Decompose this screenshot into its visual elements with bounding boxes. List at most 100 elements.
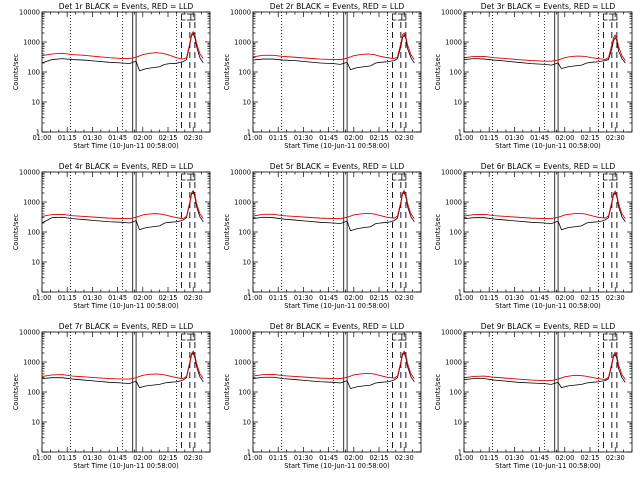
series-events-line xyxy=(253,191,415,232)
y-axis-label: Counts/sec xyxy=(223,213,231,250)
x-tick-label: 01:15 xyxy=(58,134,77,142)
x-tick-label: 02:00 xyxy=(344,294,363,302)
x-tick-label: 02:15 xyxy=(158,294,177,302)
panel-det-8: Det 8r BLACK = Events, RED = LLD 1 10 100 10… xyxy=(223,322,422,470)
x-tick-label: 02:00 xyxy=(555,134,574,142)
x-tick-label: 01:00 xyxy=(32,454,51,462)
y-tick-label: 10000 xyxy=(230,8,251,16)
x-tick-label: 01:30 xyxy=(83,454,102,462)
x-tick-label: 02:15 xyxy=(158,454,177,462)
panel-title: Det 8r BLACK = Events, RED = LLD xyxy=(270,322,405,331)
y-tick-label: 100 xyxy=(449,228,462,236)
panel-det-5: Det 5r BLACK = Events, RED = LLD 1 10 100 10… xyxy=(223,162,422,310)
y-tick-label: 100 xyxy=(27,388,40,396)
series-group xyxy=(464,34,626,70)
y-axis-label: Counts/sec xyxy=(223,53,231,90)
y-tick-label: 10 xyxy=(454,98,462,106)
x-tick-label: 02:00 xyxy=(133,454,152,462)
y-tick-label: 10 xyxy=(32,258,40,266)
x-tick-label: 01:15 xyxy=(269,294,288,302)
y-tick-label: 1000 xyxy=(445,198,462,206)
series-events-line xyxy=(42,32,204,72)
series-group xyxy=(253,350,415,390)
x-tick-label: 01:15 xyxy=(480,454,499,462)
y-tick-label: 1 xyxy=(247,128,251,136)
series-lld-line xyxy=(464,34,626,62)
y-tick-label: 10 xyxy=(454,418,462,426)
x-tick-label: 01:45 xyxy=(319,454,338,462)
x-tick-label: 02:15 xyxy=(369,294,388,302)
x-tick-label: 01:15 xyxy=(58,294,77,302)
y-tick-label: 10000 xyxy=(441,8,462,16)
x-tick-label: 01:45 xyxy=(530,134,549,142)
series-lld-line xyxy=(42,30,204,60)
x-axis-label: Start Time (10-Jun-11 00:58:00) xyxy=(284,302,390,310)
y-tick-label: 1 xyxy=(247,448,251,456)
x-tick-label: 01:00 xyxy=(454,454,473,462)
y-tick-label: 100 xyxy=(27,68,40,76)
x-tick-label: 01:30 xyxy=(83,134,102,142)
y-tick-label: 100 xyxy=(449,68,462,76)
x-tick-label: 02:00 xyxy=(555,454,574,462)
x-tick-label: 02:30 xyxy=(606,134,625,142)
y-tick-label: 1 xyxy=(458,448,462,456)
y-tick-label: 10 xyxy=(243,418,251,426)
series-events-line xyxy=(464,192,626,231)
x-tick-label: 02:30 xyxy=(606,294,625,302)
x-tick-label: 01:00 xyxy=(454,294,473,302)
y-tick-label: 10 xyxy=(243,98,251,106)
flag-bracket-middle xyxy=(397,13,403,21)
x-tick-label: 02:30 xyxy=(395,294,414,302)
flag-bracket-left xyxy=(392,13,397,21)
time-markers xyxy=(492,12,618,132)
x-tick-label: 01:00 xyxy=(32,134,51,142)
x-tick-label: 02:30 xyxy=(184,134,203,142)
y-tick-label: 1000 xyxy=(445,38,462,46)
flag-bracket-left xyxy=(181,173,186,181)
x-tick-label: 01:45 xyxy=(530,294,549,302)
x-tick-label: 01:00 xyxy=(243,454,262,462)
y-tick-label: 10 xyxy=(32,418,40,426)
x-tick-label: 02:00 xyxy=(344,454,363,462)
x-tick-label: 01:30 xyxy=(83,294,102,302)
time-markers xyxy=(492,172,618,292)
y-tick-label: 1000 xyxy=(234,358,251,366)
y-tick-label: 1000 xyxy=(23,38,40,46)
series-events-line xyxy=(42,352,204,389)
flag-bracket-middle xyxy=(608,173,614,181)
x-tick-label: 01:45 xyxy=(319,294,338,302)
panel-det-2: Det 2r BLACK = Events, RED = LLD 1 10 100 10… xyxy=(223,2,422,150)
y-tick-label: 1000 xyxy=(234,198,251,206)
y-tick-label: 100 xyxy=(27,228,40,236)
time-markers xyxy=(492,332,618,452)
flag-bracket-left xyxy=(392,173,397,181)
y-tick-label: 1000 xyxy=(23,358,40,366)
panel-det-1: Det 1r BLACK = Events, RED = LLD 1 10 100 10… xyxy=(12,2,211,150)
x-tick-label: 01:15 xyxy=(480,134,499,142)
x-tick-label: 02:00 xyxy=(344,134,363,142)
x-tick-label: 01:45 xyxy=(108,454,127,462)
flag-bracket-left xyxy=(392,333,397,341)
x-tick-label: 02:15 xyxy=(580,134,599,142)
y-axis-label: Counts/sec xyxy=(12,213,20,250)
panel-title: Det 4r BLACK = Events, RED = LLD xyxy=(59,162,194,171)
y-axis-label: Counts/sec xyxy=(434,213,442,250)
x-tick-label: 02:00 xyxy=(133,294,152,302)
x-tick-label: 02:15 xyxy=(369,454,388,462)
flag-bracket-middle xyxy=(186,173,192,181)
flag-bracket-middle xyxy=(397,173,403,181)
x-tick-label: 01:00 xyxy=(243,294,262,302)
y-tick-label: 1000 xyxy=(23,198,40,206)
x-tick-label: 01:00 xyxy=(32,294,51,302)
x-tick-label: 02:15 xyxy=(580,294,599,302)
y-tick-label: 100 xyxy=(238,228,251,236)
series-lld-line xyxy=(253,189,415,220)
series-lld-line xyxy=(42,350,204,380)
series-group xyxy=(253,32,415,71)
x-tick-label: 01:15 xyxy=(480,294,499,302)
panel-title: Det 7r BLACK = Events, RED = LLD xyxy=(59,322,194,331)
series-group xyxy=(42,189,204,231)
flag-bracket-left xyxy=(181,333,186,341)
panels-grid: Det 1r BLACK = Events, RED = LLD11010010… xyxy=(12,2,633,470)
